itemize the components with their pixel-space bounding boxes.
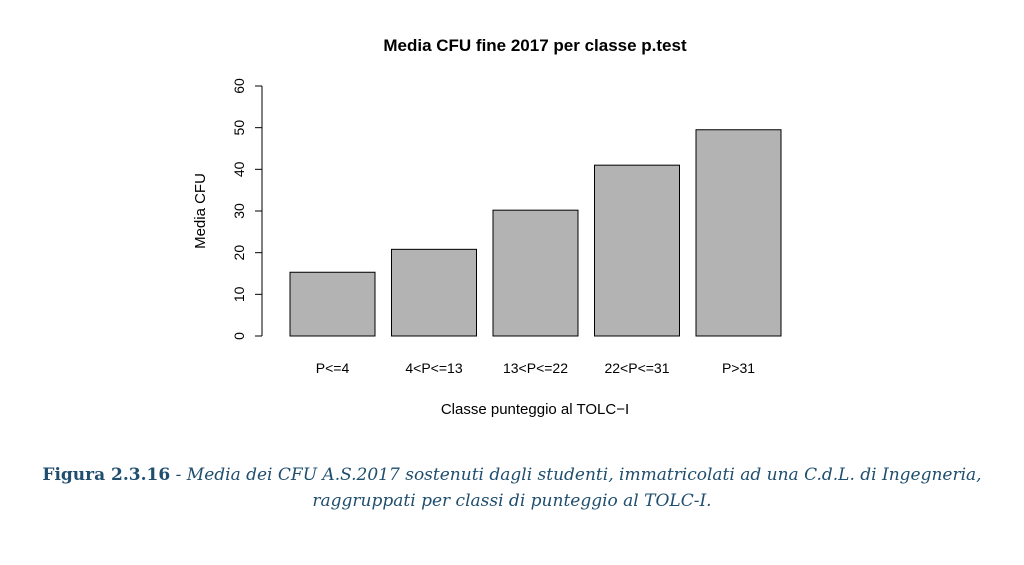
x-axis-label: Classe punteggio al TOLC−I: [441, 401, 629, 418]
bar-chart: Media CFU fine 2017 per classe p.test 0 1…: [192, 36, 782, 418]
x-tick-labels: P<=4 4<P<=13 13<P<=22 22<P<=31 P>31: [316, 360, 755, 376]
chart-title: Media CFU fine 2017 per classe p.test: [383, 36, 687, 55]
y-tick-label: 60: [231, 78, 247, 94]
caption-separator: -: [170, 465, 187, 485]
bar-4: [695, 129, 782, 337]
bars-group: [289, 129, 782, 337]
x-tick-label: 4<P<=13: [405, 360, 462, 376]
x-tick-label: P<=4: [316, 360, 350, 376]
y-axis: 0 10 20 30 40 50 60: [231, 78, 263, 340]
caption-line-2: raggruppati per classi di punteggio al T…: [312, 491, 712, 511]
y-tick-label: 10: [231, 286, 247, 302]
y-tick-label: 20: [231, 245, 247, 261]
y-tick-label: 30: [231, 203, 247, 219]
figure-caption: Figura 2.3.16 - Media dei CFU A.S.2017 s…: [0, 462, 1024, 514]
y-axis-label: Media CFU: [192, 173, 209, 249]
x-tick-label: 22<P<=31: [604, 360, 669, 376]
caption-line-1: Media dei CFU A.S.2017 sostenuti dagli s…: [186, 465, 982, 485]
y-tick-label: 0: [231, 332, 247, 340]
y-tick-label: 50: [231, 120, 247, 136]
bar-1: [391, 248, 477, 337]
x-tick-label: 13<P<=22: [503, 360, 568, 376]
y-tick-label: 40: [231, 161, 247, 177]
caption-label: Figura 2.3.16: [42, 465, 171, 485]
x-tick-label: P>31: [722, 360, 755, 376]
bar-0: [289, 271, 376, 337]
bar-3: [594, 164, 680, 337]
bar-2: [492, 209, 579, 337]
